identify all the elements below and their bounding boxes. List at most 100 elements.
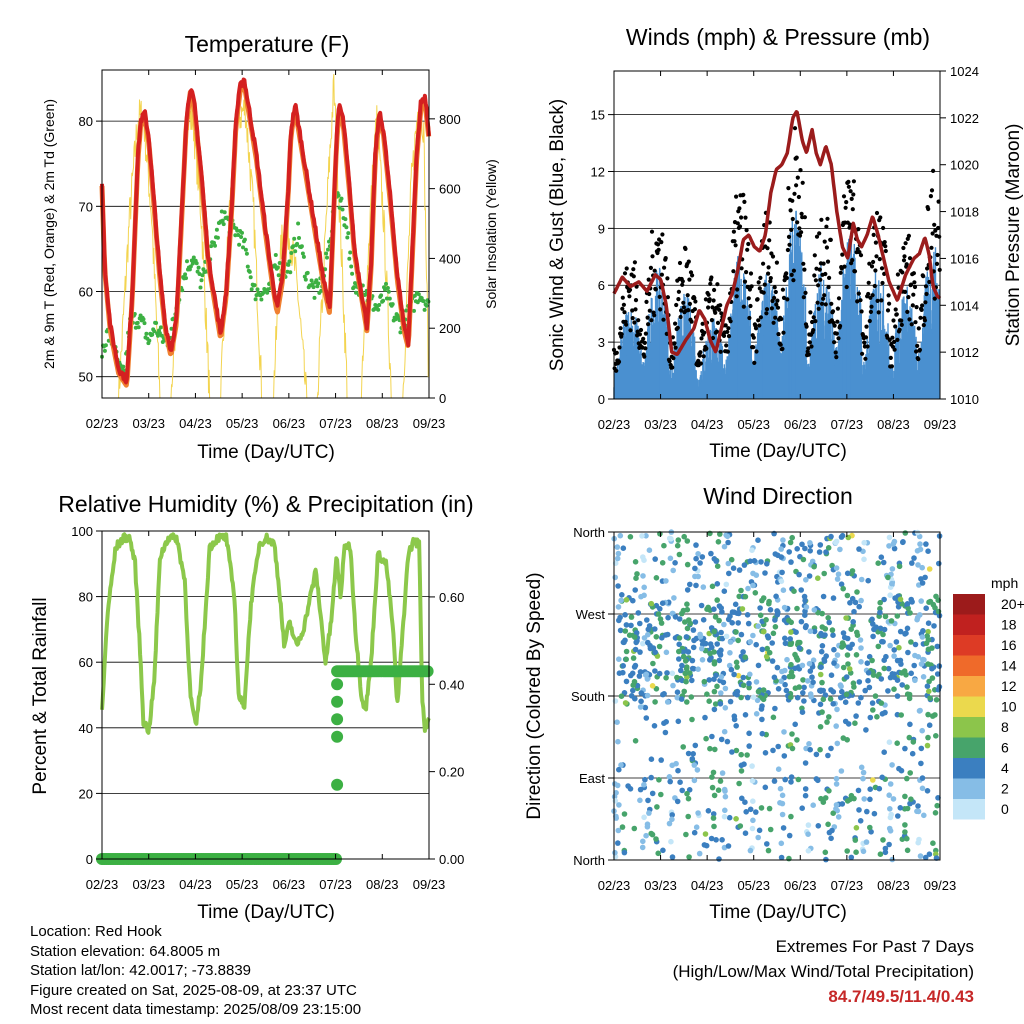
direction-point bbox=[927, 695, 933, 701]
wind-gust-point bbox=[650, 254, 655, 259]
direction-point bbox=[911, 555, 917, 561]
direction-point bbox=[886, 543, 892, 549]
wind-gust-point bbox=[781, 295, 787, 300]
direction-point bbox=[754, 697, 761, 704]
direction-point bbox=[689, 756, 696, 762]
x-tick-label: 03/23 bbox=[132, 416, 165, 431]
legend-swatch bbox=[953, 594, 985, 615]
wind-gust-point bbox=[821, 261, 826, 266]
direction-point bbox=[874, 714, 880, 720]
direction-point bbox=[926, 722, 933, 728]
direction-point bbox=[852, 837, 859, 843]
direction-point bbox=[759, 730, 766, 737]
direction-point bbox=[806, 741, 812, 747]
dewpoint-point bbox=[240, 230, 244, 235]
direction-point bbox=[867, 786, 873, 792]
direction-point bbox=[786, 549, 792, 555]
dewpoint-point bbox=[387, 296, 392, 301]
direction-point bbox=[741, 562, 748, 568]
direction-point bbox=[711, 792, 718, 799]
wind-gust-point bbox=[644, 299, 649, 304]
wind-gust-point bbox=[822, 293, 827, 298]
x-tick-label: 08/23 bbox=[877, 878, 910, 893]
direction-point bbox=[659, 600, 666, 606]
wind-gust-point bbox=[929, 188, 935, 193]
direction-point bbox=[925, 620, 932, 626]
direction-point bbox=[925, 548, 931, 554]
wind-gust-point bbox=[823, 302, 828, 307]
wind-gust-point bbox=[744, 228, 749, 233]
wind-gust-point bbox=[873, 268, 878, 273]
direction-point bbox=[669, 762, 675, 769]
y-tick-label: 100 bbox=[71, 524, 93, 539]
direction-point bbox=[733, 747, 740, 754]
wind-gust-point bbox=[620, 306, 625, 311]
wind-gust-point bbox=[892, 347, 897, 352]
wind-gust-point bbox=[685, 293, 690, 298]
y-tick-label: 9 bbox=[598, 221, 605, 236]
legend-label: 8 bbox=[1001, 719, 1009, 735]
wind-gust-point bbox=[621, 302, 627, 307]
direction-point bbox=[745, 585, 751, 592]
y-tick-label: 50 bbox=[79, 370, 93, 385]
direction-point bbox=[867, 714, 874, 721]
direction-point bbox=[680, 744, 686, 750]
direction-point bbox=[735, 672, 742, 679]
direction-point bbox=[655, 850, 661, 857]
direction-point bbox=[826, 788, 832, 794]
direction-point bbox=[707, 745, 713, 752]
direction-point bbox=[868, 829, 874, 835]
wind-gust-point bbox=[766, 265, 771, 270]
dewpoint-point bbox=[276, 273, 281, 278]
dewpoint-point bbox=[379, 293, 384, 298]
dewpoint-point bbox=[102, 348, 107, 353]
wind-gust-point bbox=[814, 234, 820, 239]
wind-gust-point bbox=[678, 314, 683, 320]
dewpoint-point bbox=[337, 205, 342, 210]
direction-point bbox=[828, 533, 834, 540]
wind-gust-point bbox=[862, 340, 867, 345]
direction-point bbox=[801, 684, 807, 691]
direction-point bbox=[845, 661, 851, 667]
wind-gust-point bbox=[878, 215, 883, 220]
direction-point bbox=[804, 678, 811, 684]
direction-point bbox=[763, 617, 769, 623]
wind-gust-point bbox=[772, 295, 777, 300]
direction-point bbox=[684, 664, 690, 670]
direction-point bbox=[733, 723, 739, 729]
direction-point bbox=[722, 685, 729, 692]
x-tick-label: 04/23 bbox=[691, 417, 724, 432]
wind-gust-point bbox=[741, 304, 746, 309]
wind-gust-point bbox=[687, 277, 692, 282]
direction-point bbox=[886, 841, 892, 848]
wind-gust-point bbox=[906, 233, 912, 238]
direction-point bbox=[736, 593, 742, 600]
direction-point bbox=[828, 835, 834, 842]
wind-gust-point bbox=[761, 261, 766, 266]
direction-point bbox=[821, 570, 827, 577]
direction-point bbox=[735, 620, 741, 626]
dewpoint-point bbox=[286, 262, 291, 267]
dewpoint-point bbox=[184, 276, 188, 281]
direction-point bbox=[842, 699, 849, 705]
dewpoint-point bbox=[426, 299, 431, 304]
wind-gust-point bbox=[692, 295, 697, 301]
wind-gust-point bbox=[906, 295, 911, 300]
x-tick-label: 07/23 bbox=[319, 877, 352, 892]
dewpoint-point bbox=[295, 241, 300, 246]
direction-point bbox=[711, 676, 717, 682]
wind-gust-point bbox=[630, 308, 635, 313]
wind-gust-point bbox=[633, 298, 639, 303]
dewpoint-point bbox=[424, 303, 429, 308]
dewpoint-point bbox=[252, 283, 257, 288]
direction-point bbox=[818, 688, 824, 694]
direction-point bbox=[894, 693, 901, 699]
wind-gust-point bbox=[897, 327, 902, 332]
direction-point bbox=[856, 807, 862, 813]
direction-point bbox=[869, 657, 875, 664]
direction-point bbox=[870, 672, 877, 678]
direction-point bbox=[756, 827, 763, 834]
direction-point bbox=[802, 786, 809, 792]
direction-point bbox=[651, 723, 658, 729]
